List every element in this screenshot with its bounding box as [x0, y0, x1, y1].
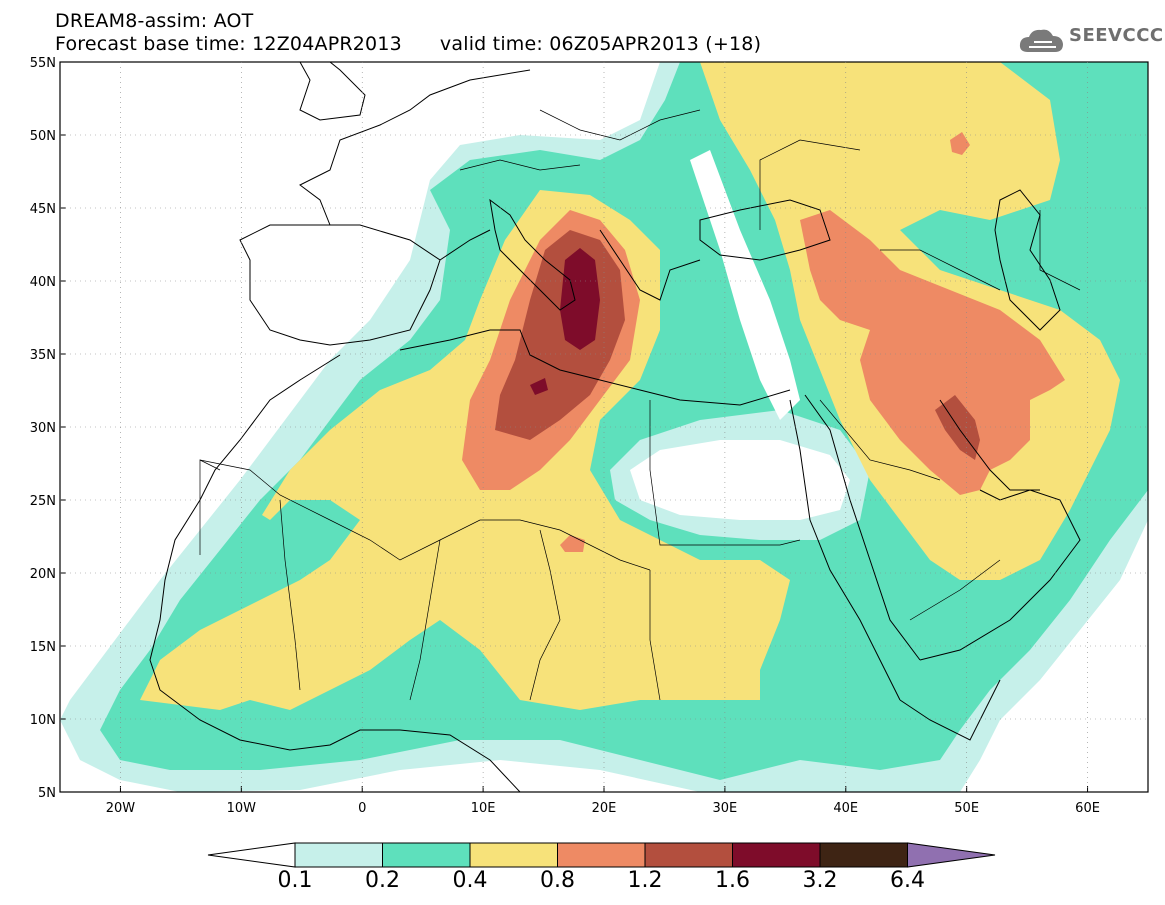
border-4 — [649, 400, 801, 546]
lat-tick-label: 45N — [30, 202, 56, 217]
colorbar-label: 1.6 — [715, 868, 750, 893]
border-1 — [199, 459, 651, 571]
lat-tick-label: 20N — [30, 567, 56, 582]
lon-tick-label: 10W — [227, 801, 257, 816]
aot-band-0.8-spot2 — [950, 132, 970, 155]
aot-gap-egypt-core — [630, 440, 850, 520]
lat-tick-label: 10N — [30, 713, 56, 728]
forecast-base-time: Forecast base time: 12Z04APR2013 — [55, 33, 402, 55]
border-11 — [539, 109, 701, 141]
black-sea — [699, 199, 831, 261]
iberia-coast — [239, 224, 441, 346]
valid-time: valid time: 06Z05APR2013 (+18) — [439, 33, 762, 55]
gridlines — [60, 62, 1148, 792]
cloud-icon — [1019, 29, 1063, 52]
lon-tick-label: 40E — [833, 801, 858, 816]
horn-of-africa — [899, 679, 1001, 741]
aot-gap-channel — [690, 150, 800, 420]
border-12 — [459, 159, 581, 171]
border-3 — [409, 539, 441, 701]
lat-tick-label: 25N — [30, 494, 56, 509]
border-14 — [1039, 210, 1081, 291]
lat-tick-label: 15N — [30, 640, 56, 655]
aot-band-1.6-spot — [530, 378, 548, 395]
colorbar-label: 0.8 — [540, 868, 575, 893]
arabia-coast — [919, 489, 1081, 661]
aot-band-1.6 — [560, 248, 600, 350]
colorbar-label: 0.4 — [452, 868, 488, 893]
lon-tick-label: 20E — [592, 801, 617, 816]
colorbar-label: 3.2 — [802, 868, 838, 893]
border-5 — [529, 529, 561, 701]
border-10 — [909, 559, 1001, 621]
france-coast — [299, 69, 531, 261]
border-2 — [279, 499, 301, 691]
lon-tick-label: 0 — [358, 801, 366, 816]
colorbar-label: 0.2 — [365, 868, 400, 893]
guinea-coast — [399, 729, 521, 792]
border-13 — [759, 139, 861, 230]
borders — [199, 109, 1081, 701]
coastlines — [149, 62, 1081, 792]
colorbar-label: 6.4 — [890, 868, 925, 893]
greece-coast — [599, 229, 701, 301]
lon-tick-label: 20W — [106, 801, 136, 816]
colorbar-label: 1.2 — [627, 868, 663, 893]
lat-tick-label: 30N — [30, 421, 56, 436]
latitude-axis: 55N 50N 45N 40N 35N 30N 25N 20N 15N 10N 5N — [30, 56, 66, 801]
britain-coast — [299, 62, 366, 121]
lon-tick-label: 10E — [471, 801, 496, 816]
aot-band-1.2-east — [935, 395, 980, 460]
red-sea-west — [789, 399, 901, 701]
lat-tick-label: 40N — [30, 275, 56, 290]
lat-tick-label: 5N — [38, 786, 56, 801]
colorbar-label: 0.1 — [277, 868, 313, 893]
border-6 — [649, 570, 661, 701]
north-africa-coast — [399, 329, 791, 406]
lon-tick-label: 50E — [954, 801, 979, 816]
border-8 — [819, 399, 941, 481]
lat-tick-label: 35N — [30, 348, 56, 363]
caspian-sea — [994, 189, 1061, 331]
italy-coast — [489, 198, 576, 311]
lon-tick-label: 60E — [1075, 801, 1100, 816]
lon-tick-label: 30E — [713, 801, 738, 816]
logo-text: SEEVCCC — [1069, 25, 1164, 46]
border-7 — [199, 459, 221, 555]
persian-gulf — [939, 399, 1040, 491]
border-9 — [880, 249, 1001, 291]
lat-tick-label: 55N — [30, 56, 56, 71]
lat-tick-label: 50N — [30, 129, 56, 144]
map-title: DREAM8-assim: AOT — [55, 10, 254, 32]
aot-band-0.8-east — [800, 210, 1065, 495]
west-africa-coast — [149, 354, 400, 751]
red-sea-east — [804, 394, 921, 661]
map-subtitle: Forecast base time: 12Z04APR2013 valid ti… — [55, 33, 761, 55]
